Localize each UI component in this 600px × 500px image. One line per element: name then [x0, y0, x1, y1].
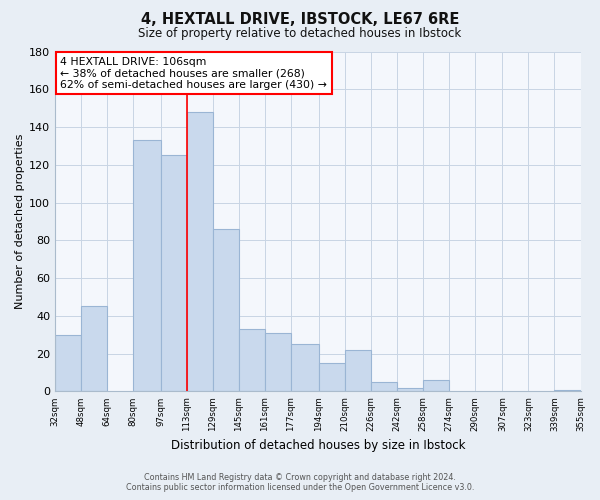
Bar: [239, 329, 265, 392]
Text: Contains HM Land Registry data © Crown copyright and database right 2024.
Contai: Contains HM Land Registry data © Crown c…: [126, 473, 474, 492]
X-axis label: Distribution of detached houses by size in Ibstock: Distribution of detached houses by size …: [170, 440, 465, 452]
Bar: [371, 382, 397, 392]
Bar: [81, 306, 107, 392]
Bar: [265, 333, 291, 392]
Bar: [423, 380, 449, 392]
Bar: [55, 335, 81, 392]
Bar: [161, 156, 187, 392]
Bar: [133, 140, 161, 392]
Bar: [344, 350, 371, 392]
Y-axis label: Number of detached properties: Number of detached properties: [15, 134, 25, 309]
Text: 4 HEXTALL DRIVE: 106sqm
← 38% of detached houses are smaller (268)
62% of semi-d: 4 HEXTALL DRIVE: 106sqm ← 38% of detache…: [61, 56, 327, 90]
Bar: [187, 112, 213, 392]
Text: Size of property relative to detached houses in Ibstock: Size of property relative to detached ho…: [139, 28, 461, 40]
Text: 4, HEXTALL DRIVE, IBSTOCK, LE67 6RE: 4, HEXTALL DRIVE, IBSTOCK, LE67 6RE: [141, 12, 459, 28]
Bar: [291, 344, 319, 392]
Bar: [554, 390, 581, 392]
Bar: [319, 363, 344, 392]
Bar: [213, 229, 239, 392]
Bar: [397, 388, 423, 392]
